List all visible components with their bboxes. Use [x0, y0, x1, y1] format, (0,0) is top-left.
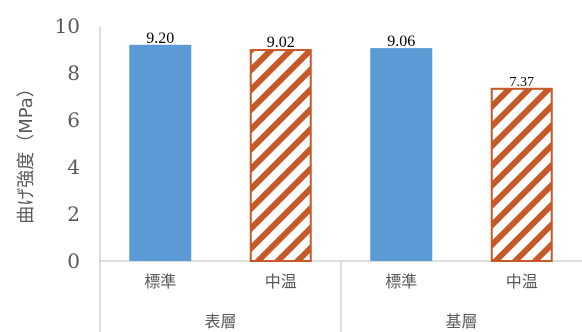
y-tick-label: 2 [67, 202, 80, 226]
data-label: 9.06 [387, 33, 415, 50]
category-label: 中温 [506, 272, 538, 291]
y-tick-label: 10 [55, 14, 80, 38]
category-label: 中温 [265, 272, 297, 291]
category-label: 標準 [144, 272, 176, 291]
y-tick-label: 8 [67, 61, 80, 85]
y-tick-label: 4 [67, 155, 80, 179]
data-label: 7.37 [510, 75, 535, 90]
bar [370, 48, 433, 262]
bar [249, 49, 312, 262]
data-label: 9.20 [146, 30, 174, 47]
group-label: 基層 [445, 312, 477, 331]
bar [490, 87, 553, 263]
group-label: 表層 [204, 312, 236, 331]
category-label: 標準 [385, 272, 417, 291]
y-tick-label: 0 [67, 249, 80, 273]
y-axis-label: 曲げ強度（MPa） [16, 79, 37, 224]
y-tick-label: 6 [67, 108, 80, 132]
bar [129, 44, 192, 261]
data-label: 9.02 [267, 34, 295, 51]
